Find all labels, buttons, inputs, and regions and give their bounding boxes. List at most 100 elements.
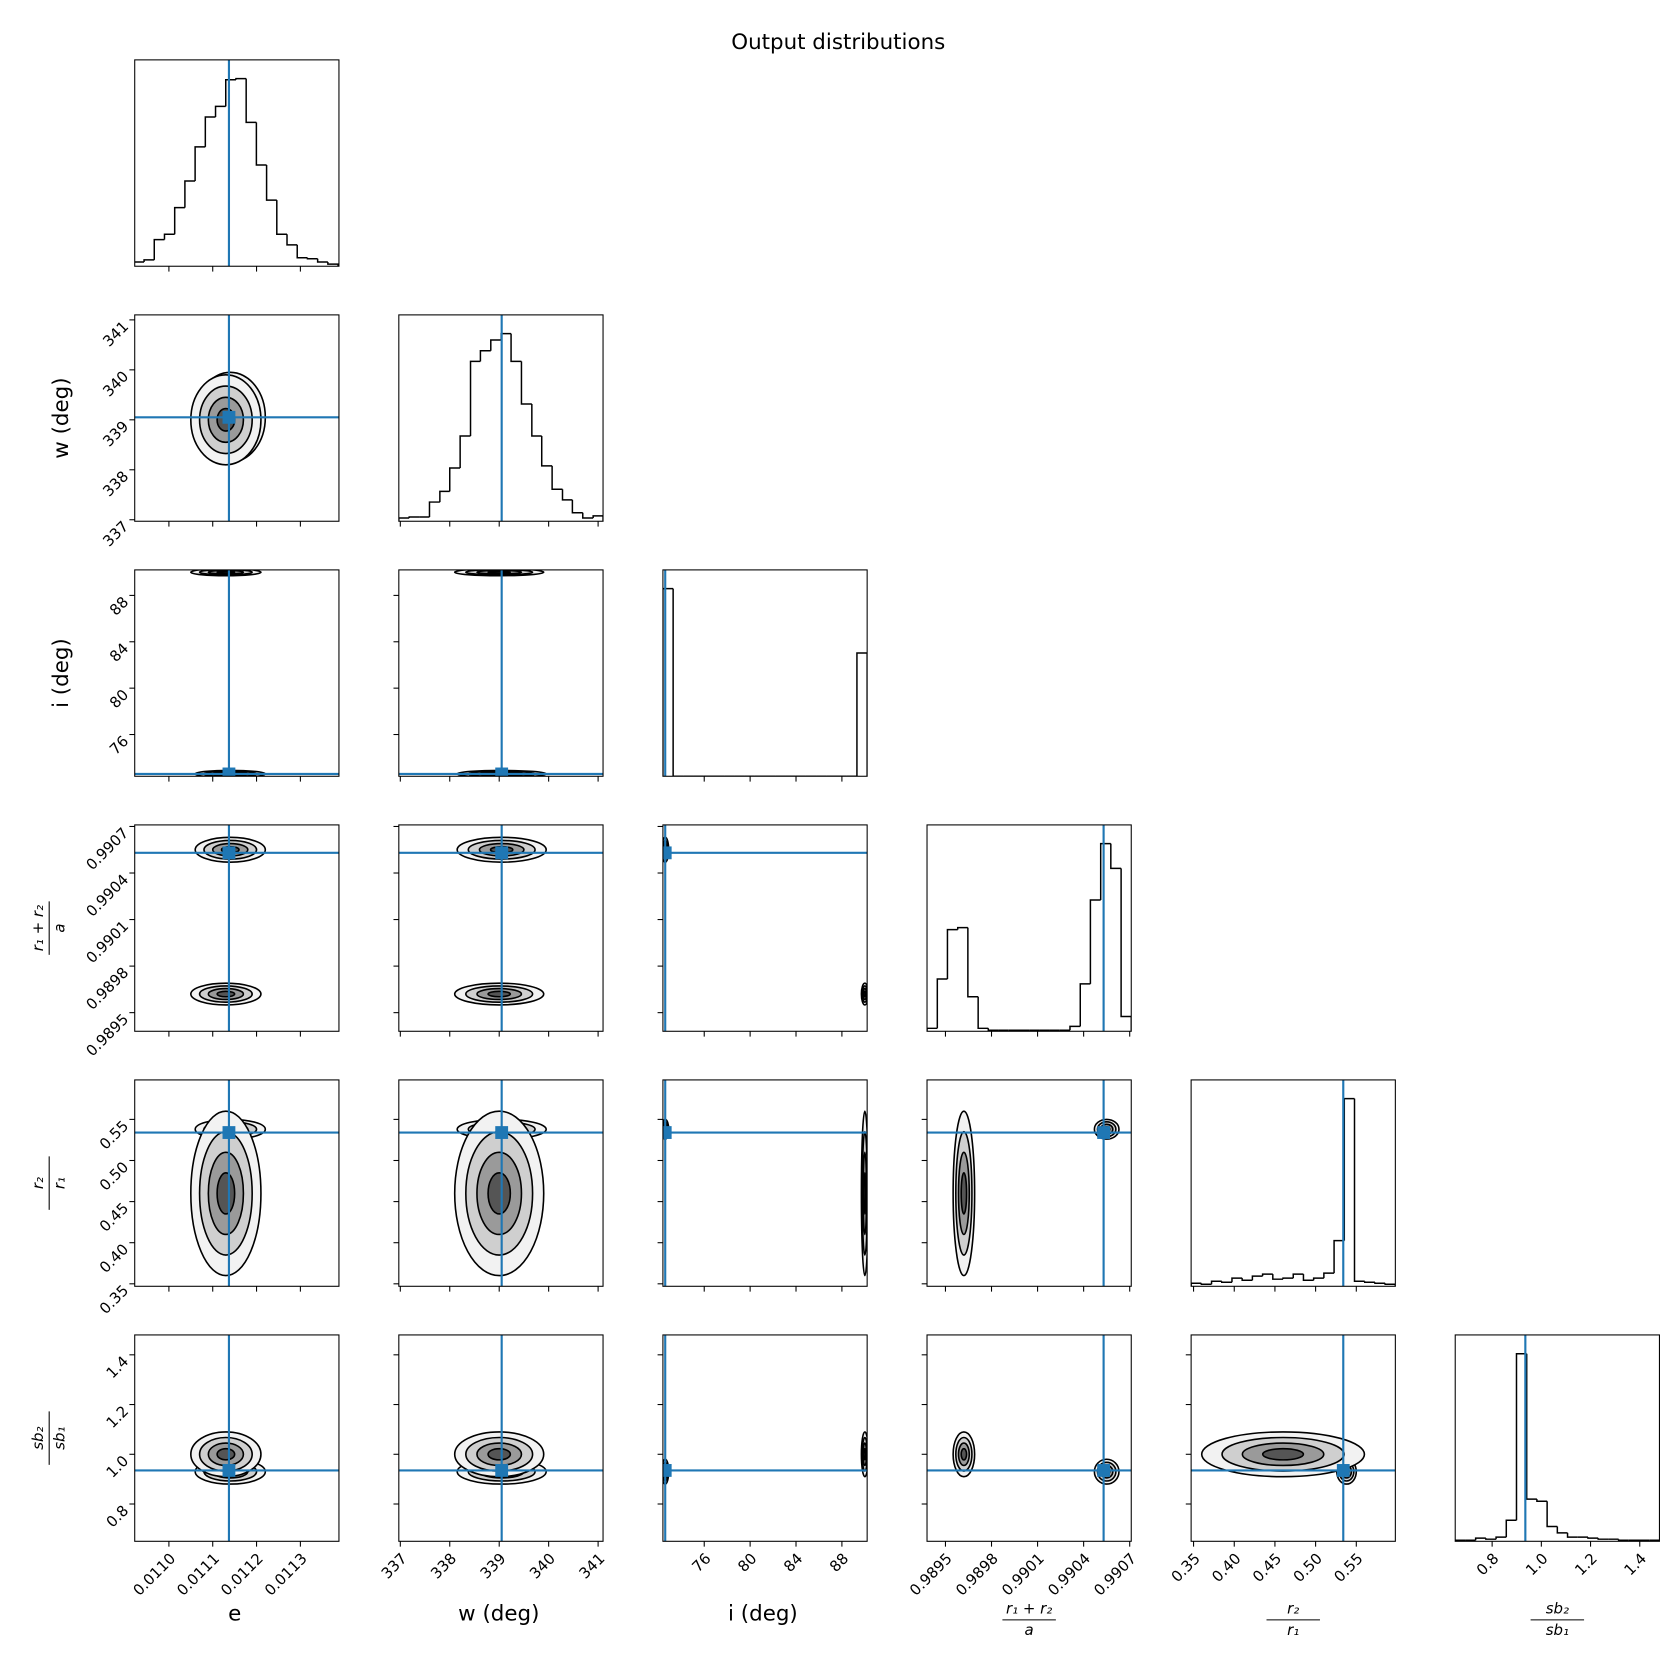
panel (134, 824, 339, 1032)
histogram-step (956, 926, 968, 930)
histogram-step (510, 333, 522, 363)
density-contour (216, 1447, 236, 1461)
histogram-step (1231, 1277, 1243, 1283)
label-numerator: r₂ (29, 1177, 47, 1189)
axis-label-text: i (deg) (728, 1602, 798, 1627)
panel (1455, 1334, 1660, 1542)
histogram-step (1261, 1273, 1273, 1277)
density-contour (216, 990, 236, 998)
label-denominator: r₁ (50, 1177, 68, 1189)
truth-marker (662, 1464, 672, 1477)
panel-frame (134, 59, 340, 267)
panel-frame (1190, 1334, 1396, 1542)
histogram-step (540, 435, 553, 467)
panel-frame (134, 1334, 340, 1542)
density-contour (1261, 1447, 1305, 1461)
panel-frame (134, 824, 340, 1032)
histogram-step (662, 587, 674, 777)
histogram-step (1221, 1281, 1232, 1283)
histogram-step (1515, 1352, 1527, 1521)
histogram-step (1384, 1283, 1396, 1287)
histogram-step (856, 652, 868, 777)
histogram-step (1312, 1277, 1324, 1281)
panel-frame (1454, 1334, 1660, 1542)
panel (398, 1334, 604, 1542)
histogram-step (134, 261, 145, 263)
panel-frame (398, 314, 604, 522)
panel (134, 569, 339, 777)
panel-frame (398, 824, 604, 1032)
density-contour (960, 1172, 968, 1215)
histogram-step (1292, 1273, 1304, 1279)
histogram-step (459, 435, 471, 468)
panel (662, 1079, 868, 1287)
histogram-step (977, 996, 989, 1030)
density-contour (487, 570, 512, 574)
histogram-step (1485, 1538, 1497, 1540)
histogram-step (479, 349, 491, 362)
axis-label-text: w (deg) (458, 1602, 539, 1627)
panel (662, 569, 868, 777)
density-contour (960, 1447, 968, 1461)
histogram-step (173, 206, 185, 235)
panel-frame (926, 1079, 1132, 1287)
histogram-step (408, 516, 420, 519)
panel (134, 314, 339, 522)
histogram-step (1120, 868, 1132, 1032)
panel-frame (398, 569, 604, 777)
histogram-step (582, 512, 594, 519)
panel (662, 1334, 868, 1542)
density-contour (863, 1172, 867, 1215)
density-contour (216, 570, 236, 574)
histogram-step (1587, 1537, 1599, 1539)
histogram-step (255, 122, 267, 166)
axis-label: r₁ + r₂a (1002, 1600, 1056, 1639)
histogram-step (1241, 1278, 1253, 1281)
density-contour (863, 1447, 867, 1461)
label-numerator: r₁ + r₂ (1006, 1600, 1052, 1618)
histogram-step (1546, 1501, 1558, 1528)
histogram-step (398, 517, 410, 522)
histogram-step (1363, 1281, 1375, 1283)
truth-marker (495, 1126, 509, 1139)
histogram-step (1323, 1272, 1335, 1279)
density-contour (863, 990, 867, 998)
histogram-step (1302, 1274, 1314, 1281)
histogram-step (204, 116, 216, 147)
axis-label-text: i (deg) (49, 638, 74, 708)
panel (134, 1334, 339, 1542)
truth-marker (662, 1126, 672, 1139)
panel-frame (662, 569, 868, 777)
panel-frame (1190, 1079, 1396, 1287)
truth-marker (495, 1464, 509, 1477)
histogram-step (1191, 1282, 1202, 1287)
histogram-step (1374, 1282, 1386, 1284)
panel-frame (926, 824, 1132, 1032)
label-denominator: a (50, 924, 68, 933)
panel-frame (662, 1334, 868, 1542)
panel-frame (134, 569, 340, 777)
histogram-step (967, 927, 979, 998)
panel (1191, 1079, 1396, 1287)
histogram-step (490, 339, 502, 351)
histogram-step (214, 105, 226, 118)
histogram-step (1353, 1098, 1365, 1282)
panel (662, 824, 868, 1032)
histogram-step (439, 490, 450, 503)
density-contour (487, 990, 512, 998)
panel (398, 824, 604, 1032)
histogram-step (1333, 1239, 1345, 1274)
histogram-step (1251, 1275, 1263, 1281)
histogram-step (1505, 1519, 1517, 1538)
histogram-step (224, 78, 236, 107)
histogram-step (265, 164, 277, 201)
panel (927, 1079, 1132, 1287)
truth-marker (1097, 1126, 1111, 1139)
histogram-step (327, 261, 339, 267)
